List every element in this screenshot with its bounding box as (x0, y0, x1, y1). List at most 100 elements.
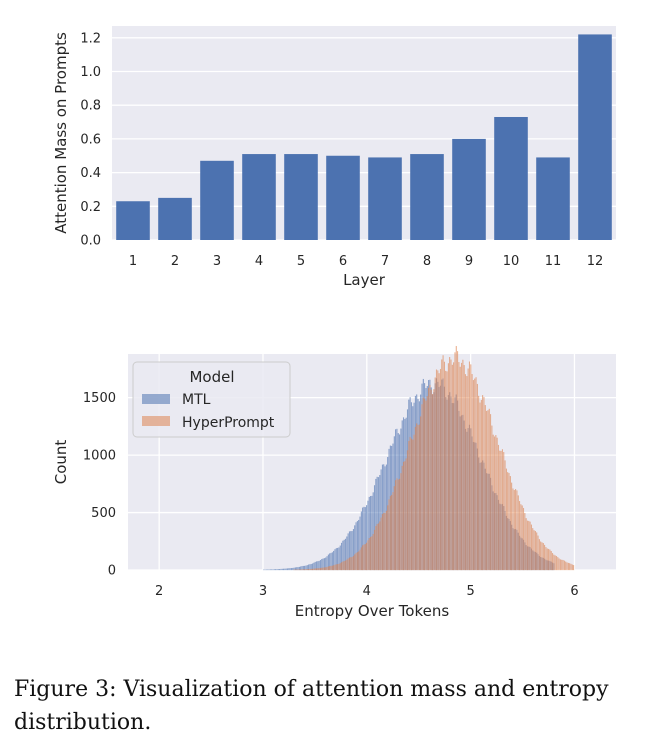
bar-layer-9 (452, 138, 486, 240)
histogram-bin-hyperprompt (364, 544, 366, 571)
histogram-bin-hyperprompt (362, 545, 364, 571)
histogram-chart: 0 500 1000 1500 2 3 4 5 6 Entropy Over Tokens C… (52, 345, 616, 620)
histogram-bin-hyperprompt (521, 505, 523, 571)
histogram-x-tick-label: 6 (570, 584, 578, 599)
histogram-bin-hyperprompt (519, 501, 521, 571)
histogram-bin-hyperprompt (418, 424, 420, 571)
histogram-bin-hyperprompt (354, 554, 356, 571)
histogram-bin-hyperprompt (438, 373, 440, 571)
histogram-x-tick-label: 2 (155, 584, 163, 599)
histogram-bin-mtl (280, 568, 282, 571)
histogram-bin-hyperprompt (455, 345, 457, 571)
histogram-bin-hyperprompt (331, 565, 333, 571)
histogram-bin-hyperprompt (561, 559, 563, 571)
histogram-bin-hyperprompt (351, 556, 353, 571)
histogram-bin-hyperprompt (338, 563, 340, 571)
histogram-bin-hyperprompt (421, 404, 423, 571)
histogram-bin-hyperprompt (553, 554, 555, 571)
histogram-bin-hyperprompt (548, 548, 550, 571)
histogram-bin-hyperprompt (430, 389, 432, 571)
histogram-bin-hyperprompt (304, 569, 306, 571)
histogram-bin-hyperprompt (400, 473, 402, 571)
bar-layer-6 (326, 155, 360, 240)
histogram-bin-hyperprompt (517, 495, 519, 571)
histogram-bin-mtl (286, 568, 289, 571)
histogram-bin-hyperprompt (487, 410, 489, 571)
bar-chart-x-tick-label: 10 (503, 254, 520, 269)
histogram-bin-hyperprompt (371, 536, 373, 571)
bar-layer-1 (116, 201, 150, 240)
histogram-bin-hyperprompt (376, 524, 378, 571)
histogram-bin-hyperprompt (524, 513, 526, 571)
figure-caption: Figure 3: Visualization of attention mas… (14, 677, 609, 735)
histogram-bin-hyperprompt (360, 547, 362, 571)
histogram-bin-hyperprompt (570, 563, 572, 571)
histogram-bin-hyperprompt (333, 565, 335, 571)
histogram-bin-hyperprompt (310, 568, 312, 571)
histogram-bin-hyperprompt (549, 549, 551, 571)
histogram-bin-hyperprompt (428, 387, 430, 571)
histogram-bin-hyperprompt (474, 378, 476, 571)
bar-chart-x-tick-label: 1 (129, 254, 137, 269)
histogram-bin-hyperprompt (359, 549, 361, 571)
histogram-bin-hyperprompt (555, 556, 558, 571)
histogram-bin-hyperprompt (317, 568, 319, 571)
histogram-bin-hyperprompt (356, 552, 358, 571)
histogram-bin-hyperprompt (352, 555, 354, 571)
histogram-bin-hyperprompt (571, 564, 573, 571)
histogram-bin-hyperprompt (467, 368, 469, 571)
histogram-bin-mtl (292, 567, 294, 571)
histogram-bin-hyperprompt (344, 560, 347, 571)
histogram-bin-hyperprompt (562, 559, 564, 571)
histogram-bin-hyperprompt (410, 438, 413, 571)
histogram-bin-hyperprompt (318, 568, 320, 571)
histogram-bin-mtl (276, 569, 278, 571)
histogram-bin-mtl (290, 568, 293, 571)
histogram-bin-hyperprompt (350, 557, 352, 571)
histogram-bin-hyperprompt (380, 517, 382, 571)
histogram-y-ticks: 0 500 1000 1500 (83, 391, 116, 578)
bar-chart-y-tick-label: 0.0 (80, 234, 101, 249)
bar-layer-10 (494, 116, 528, 240)
histogram-bin-hyperprompt (323, 567, 325, 571)
histogram-bin-hyperprompt (315, 568, 318, 571)
histogram-bin-hyperprompt (509, 476, 511, 571)
histogram-bin-hyperprompt (308, 569, 310, 571)
histogram-bin-hyperprompt (335, 564, 337, 571)
histogram-bin-hyperprompt (540, 541, 542, 571)
histogram-bin-hyperprompt (468, 361, 471, 571)
histogram-series-hyperprompt (293, 345, 575, 571)
histogram-bin-hyperprompt (381, 513, 383, 571)
histogram-bin-hyperprompt (395, 480, 397, 571)
histogram-bin-hyperprompt (542, 543, 544, 571)
histogram-bin-hyperprompt (397, 479, 399, 571)
histogram-bin-hyperprompt (417, 424, 419, 571)
histogram-bin-hyperprompt (544, 544, 546, 571)
histogram-bin-hyperprompt (538, 539, 540, 571)
legend-swatch-hyperprompt (142, 416, 170, 426)
histogram-bin-hyperprompt (472, 380, 474, 571)
histogram-bin-hyperprompt (347, 558, 349, 571)
histogram-bin-hyperprompt (302, 569, 304, 571)
histogram-bin-hyperprompt (475, 377, 477, 571)
histogram-bin-hyperprompt (512, 488, 514, 571)
bar-chart-x-ticks: 1 2 3 4 5 6 7 8 9 10 11 12 (129, 254, 603, 269)
histogram-bin-hyperprompt (412, 439, 414, 571)
histogram-bin-hyperprompt (530, 524, 533, 571)
histogram-bin-hyperprompt (368, 537, 370, 571)
histogram-bin-hyperprompt (424, 398, 426, 571)
histogram-bin-hyperprompt (491, 425, 493, 571)
histogram-bin-hyperprompt (329, 566, 331, 571)
histogram-bin-hyperprompt (500, 450, 502, 571)
histogram-bin-hyperprompt (431, 394, 434, 571)
histogram-bin-hyperprompt (339, 563, 341, 571)
bar-layer-8 (410, 154, 444, 240)
histogram-bin-mtl (277, 569, 279, 571)
bar-chart-x-tick-label: 8 (423, 254, 431, 269)
histogram-bin-hyperprompt (453, 362, 455, 571)
histogram-bin-hyperprompt (372, 533, 374, 571)
histogram-bin-hyperprompt (346, 559, 348, 571)
histogram-bin-hyperprompt (441, 359, 443, 571)
histogram-x-ticks: 2 3 4 5 6 (155, 584, 579, 599)
histogram-bin-hyperprompt (558, 558, 560, 571)
